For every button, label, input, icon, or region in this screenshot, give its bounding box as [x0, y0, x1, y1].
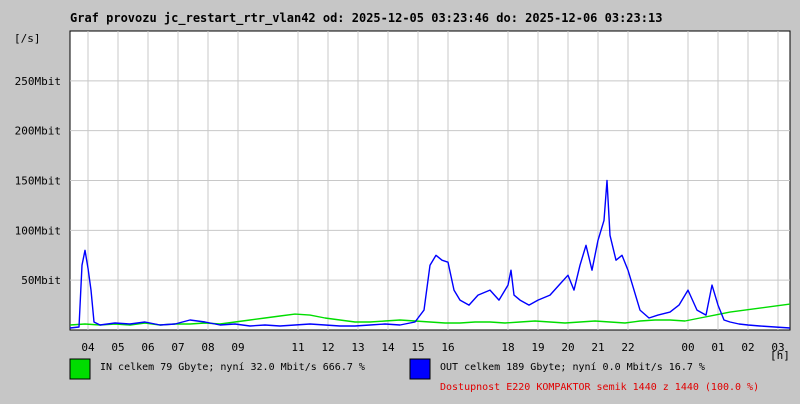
- y-tick-labels: 50Mbit 100Mbit 150Mbit 200Mbit 250Mbit: [15, 75, 61, 287]
- x-tick-label: 09: [231, 341, 244, 354]
- legend-out-text: OUT celkem 189 Gbyte; nyní 0.0 Mbit/s 16…: [440, 361, 705, 373]
- x-tick-label: 00: [681, 341, 694, 354]
- x-tick-label: 02: [741, 341, 754, 354]
- x-tick-label: 18: [501, 341, 514, 354]
- series-line-out: [69, 179, 791, 329]
- y-unit-label: [/s]: [14, 32, 41, 45]
- x-tick-label: 03: [771, 341, 784, 354]
- availability-text: Dostupnost E220 KOMPAKTOR semik 1440 z 1…: [440, 382, 759, 393]
- x-tick-label: 12: [321, 341, 334, 354]
- x-tick-label: 06: [141, 341, 154, 354]
- x-tick-label: 01: [711, 341, 724, 354]
- grid-lines: [70, 31, 790, 330]
- x-tick-label: 20: [561, 341, 574, 354]
- x-tick-label: 16: [441, 341, 454, 354]
- legend-out-swatch: [409, 358, 431, 380]
- x-tick-label: 15: [411, 341, 424, 354]
- x-tick-label: 14: [381, 341, 395, 354]
- series-line-in: [69, 303, 791, 326]
- x-tick-label: 07: [171, 341, 184, 354]
- x-tick-label: 22: [621, 341, 634, 354]
- x-tick-label: 21: [591, 341, 604, 354]
- x-tick-label: 13: [351, 341, 364, 354]
- legend-in-text: IN celkem 79 Gbyte; nyní 32.0 Mbit/s 666…: [100, 361, 365, 373]
- y-tick-label: 150Mbit: [15, 175, 61, 188]
- y-tick-label: 50Mbit: [21, 274, 61, 287]
- x-unit-label: [h]: [770, 349, 790, 362]
- x-tick-label: 19: [531, 341, 544, 354]
- x-tick-label: 08: [201, 341, 214, 354]
- chart-title: Graf provozu jc_restart_rtr_vlan42 od: 2…: [70, 11, 662, 26]
- x-tick-label: 05: [111, 341, 124, 354]
- legend-in-swatch: [69, 358, 91, 380]
- y-tick-label: 250Mbit: [15, 75, 61, 88]
- y-tick-label: 200Mbit: [15, 125, 61, 138]
- y-tick-label: 100Mbit: [15, 224, 61, 237]
- x-tick-labels: 04 05 06 07 08 09 11 12 13 14 15 16 18 19 20 21 22 00 01 02…: [81, 341, 784, 354]
- x-tick-label: 04: [81, 341, 95, 354]
- series-layer: [69, 179, 791, 329]
- x-tick-label: 11: [291, 341, 304, 354]
